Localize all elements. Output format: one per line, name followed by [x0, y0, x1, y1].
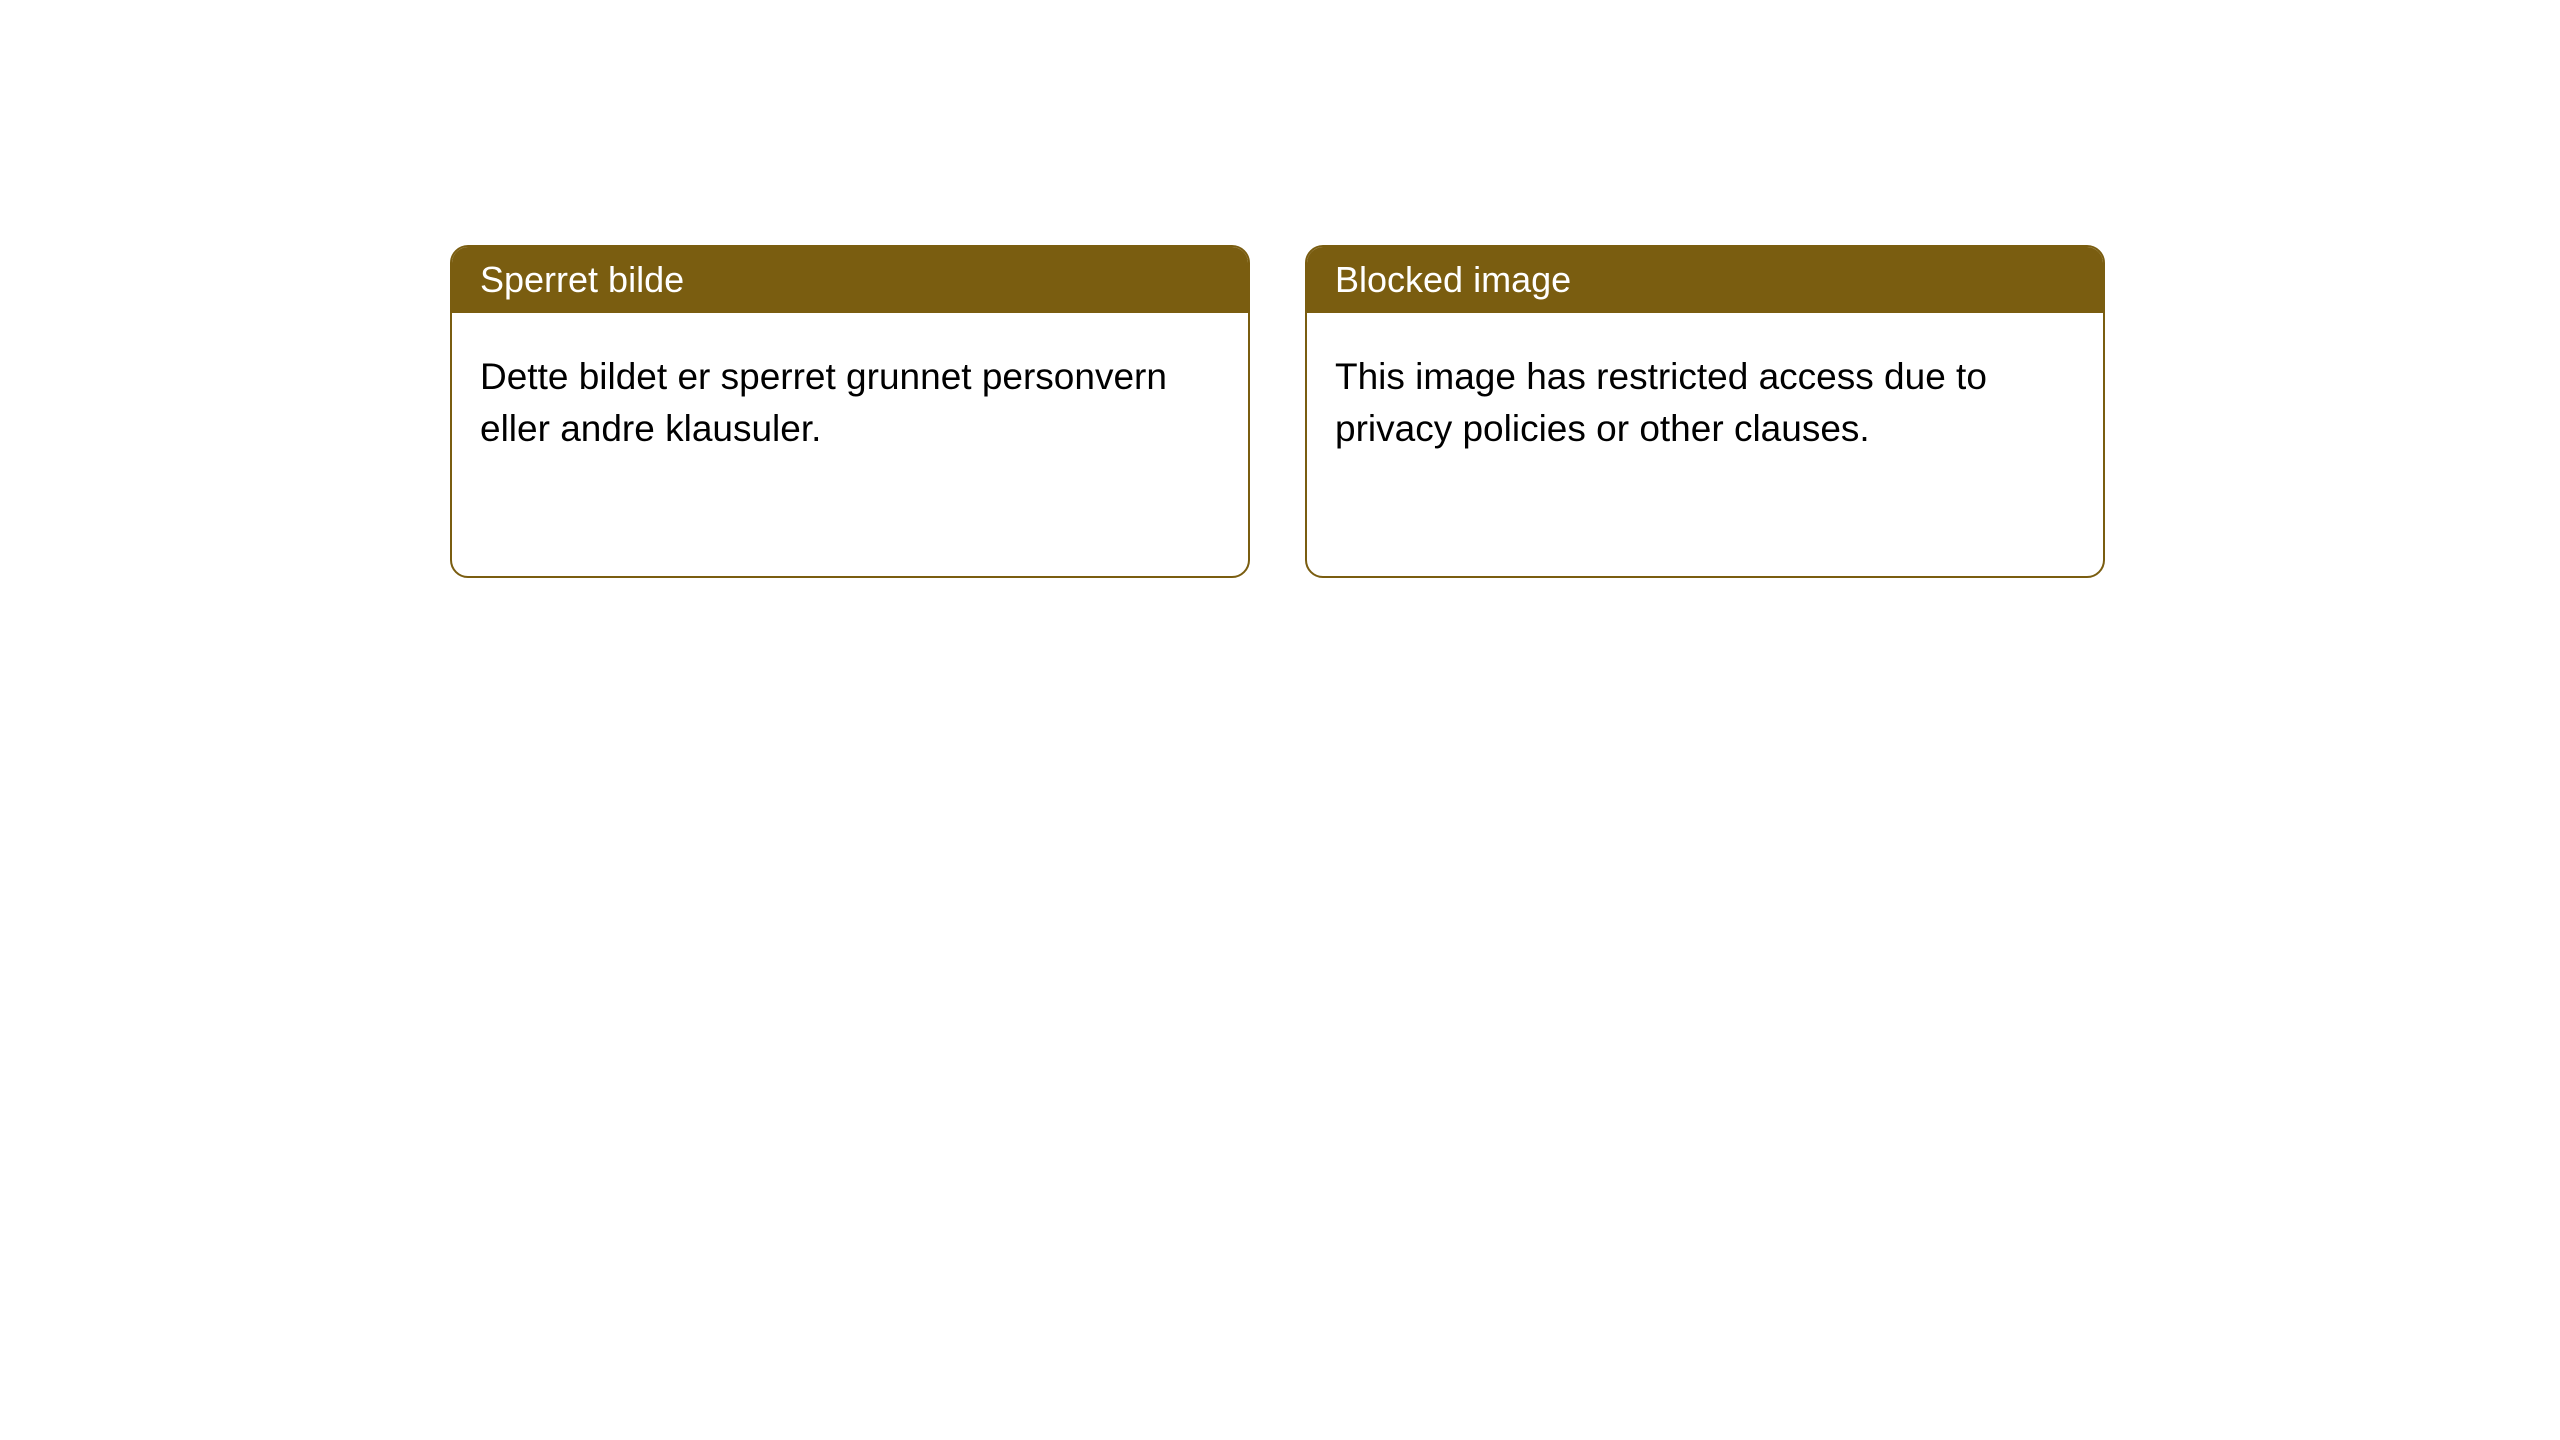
card-title: Sperret bilde — [480, 259, 684, 300]
blocked-image-card-norwegian: Sperret bilde Dette bildet er sperret gr… — [450, 245, 1250, 578]
card-title: Blocked image — [1335, 259, 1571, 300]
card-header-english: Blocked image — [1307, 247, 2103, 313]
card-body-text: Dette bildet er sperret grunnet personve… — [480, 356, 1167, 449]
card-body-norwegian: Dette bildet er sperret grunnet personve… — [452, 313, 1248, 493]
blocked-image-card-english: Blocked image This image has restricted … — [1305, 245, 2105, 578]
notice-cards-container: Sperret bilde Dette bildet er sperret gr… — [450, 245, 2105, 578]
card-body-english: This image has restricted access due to … — [1307, 313, 2103, 493]
card-header-norwegian: Sperret bilde — [452, 247, 1248, 313]
card-body-text: This image has restricted access due to … — [1335, 356, 1987, 449]
